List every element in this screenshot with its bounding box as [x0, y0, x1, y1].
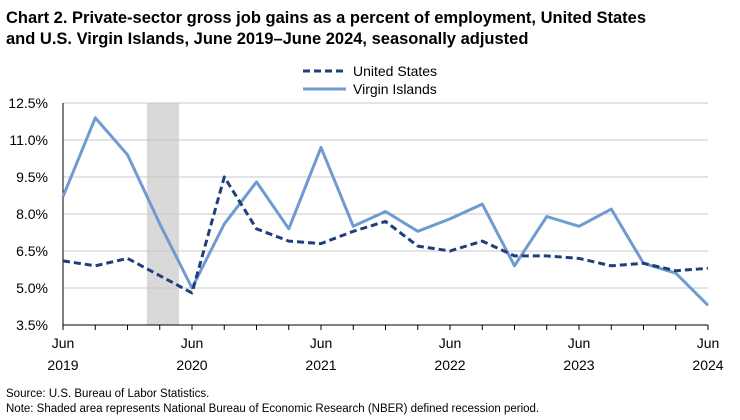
- source-note: Source: U.S. Bureau of Labor Statistics.: [6, 388, 210, 400]
- y-tick-label: 11.0%: [9, 132, 48, 148]
- x-tick-label-year: 2021: [305, 357, 336, 373]
- series-line-united-states: [62, 175, 709, 295]
- x-tick-label-month: Jun: [310, 335, 333, 351]
- x-tick-label-year: 2020: [176, 357, 207, 373]
- legend-label: Virgin Islands: [353, 81, 437, 97]
- chart-notes: Source: U.S. Bureau of Labor Statistics.…: [6, 387, 539, 417]
- chart-title-line-2: and U.S. Virgin Islands, June 2019–June …: [6, 30, 529, 48]
- y-tick-label: 9.5%: [16, 169, 48, 185]
- x-tick-label-month: Jun: [568, 335, 591, 351]
- x-tick-label-month: Jun: [697, 335, 720, 351]
- footnote: Note: Shaded area represents National Bu…: [6, 403, 540, 415]
- x-tick-label-month: Jun: [439, 335, 462, 351]
- chart-title-line-1: Chart 2. Private-sector gross job gains …: [6, 9, 647, 27]
- y-tick-label: 6.5%: [16, 243, 48, 259]
- y-tick-label: 5.0%: [16, 280, 48, 296]
- x-tick-label-year: 2019: [47, 357, 78, 373]
- x-tick-label-year: 2022: [434, 357, 465, 373]
- y-tick-label: 12.5%: [8, 95, 48, 111]
- legend-label: United States: [353, 63, 437, 79]
- chart-title: Chart 2. Private-sector gross job gains …: [6, 8, 734, 50]
- y-tick-label: 8.0%: [16, 206, 48, 222]
- x-tick-label-month: Jun: [181, 335, 204, 351]
- y-tick-label: 3.5%: [16, 317, 48, 333]
- x-tick-label-year: 2024: [692, 357, 723, 373]
- x-tick-label-year: 2023: [563, 357, 594, 373]
- series-line-virgin-islands: [61, 116, 710, 307]
- x-tick-label-month: Jun: [52, 335, 75, 351]
